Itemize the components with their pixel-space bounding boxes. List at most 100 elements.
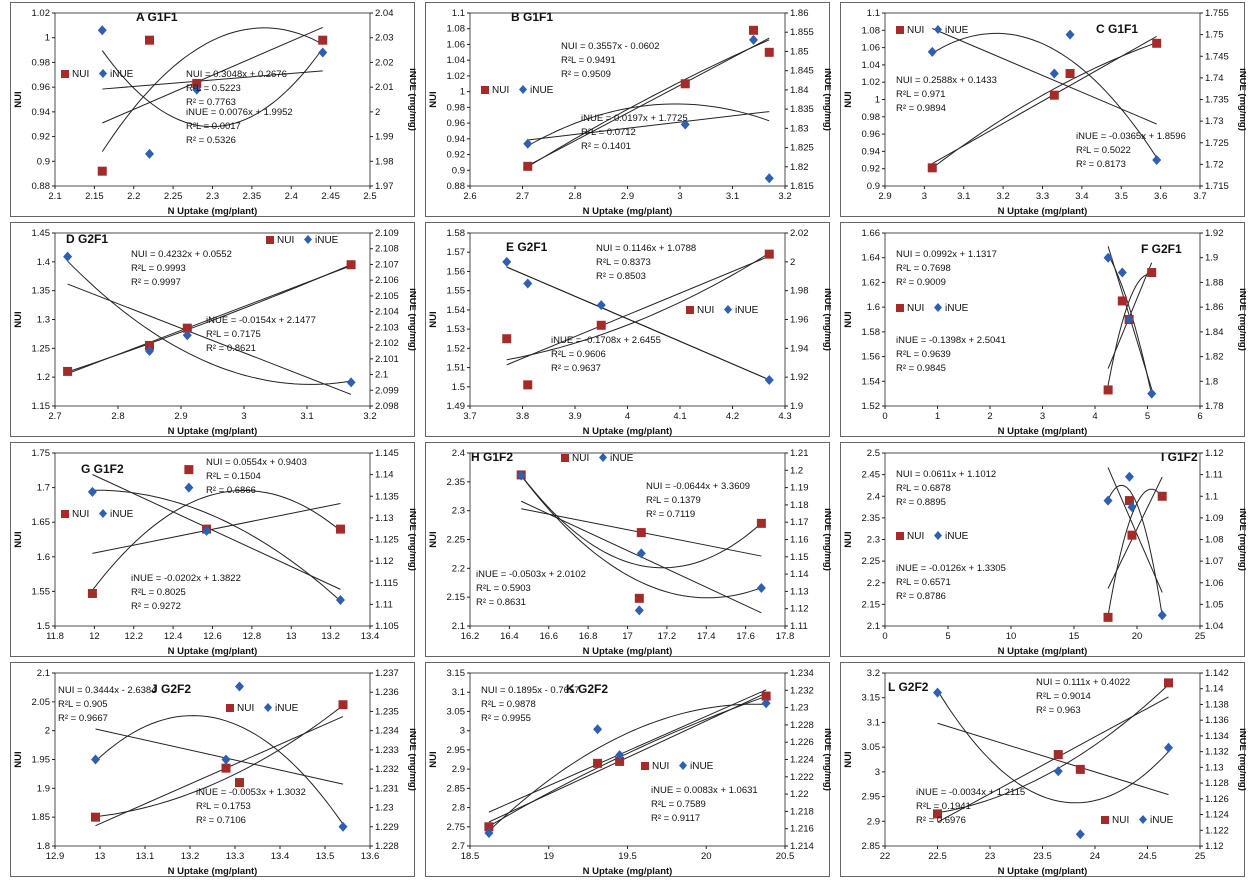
y-tick-label: 1.51 [447, 363, 466, 374]
chart-title: A G1F1 [136, 10, 178, 24]
y2-tick-label: 1.222 [790, 772, 814, 783]
nui-point [1164, 678, 1173, 688]
y-tick-label: 0.98 [862, 112, 881, 123]
chart-panel: 12.9 13 13.1 13.2 13.3 13.4 13.5 13.6 1.8 1.85 1.9… [10, 662, 416, 877]
x-tick-label: 10 [1006, 631, 1017, 642]
regression-equation: R² = 0.6866 [206, 485, 256, 496]
inue-point [1124, 471, 1134, 482]
y-tick-label: 1.8 [37, 841, 50, 852]
regression-equation: R²L = 0.7698 [896, 263, 951, 274]
y-tick-label: 3.15 [447, 668, 466, 679]
y2-axis-label: iNUE (mg/mg) [822, 508, 831, 571]
y2-tick-label: 1.12 [375, 556, 394, 567]
regression-equation: R²L = 0.971 [896, 89, 946, 100]
chart-title: J G2F2 [151, 682, 191, 696]
chart-panel: 2.7 2.8 2.9 3 3.1 3.2 1.15 1.2 1.25 1.3 1.35 1.4 1.4… [10, 222, 416, 437]
chart-title: G G1F2 [81, 462, 124, 476]
x-tick-label: 16.8 [579, 631, 598, 642]
x-tick-label: 13.5 [316, 851, 335, 862]
chart-svg: 18.5 19 19.5 20 20.5 2.7 2.75 2.8 2.85 2.9 2.95 3 3.… [428, 668, 831, 877]
inue-point [1157, 610, 1167, 621]
nui-point [346, 260, 356, 270]
inue-point [502, 256, 512, 267]
chart-title: I G1F2 [1161, 450, 1198, 464]
legend-inue-marker [599, 453, 607, 462]
y-tick-label: 1.35 [32, 286, 51, 297]
regression-equation: R² = 0.1401 [581, 141, 631, 152]
x-tick-label: 15 [1069, 631, 1080, 642]
y2-tick-label: 1.224 [790, 755, 814, 766]
y2-tick-label: 2.02 [790, 228, 809, 239]
y-tick-label: 1 [875, 95, 880, 106]
x-tick-label: 2.35 [243, 191, 262, 202]
y-axis-label: NUI [428, 91, 439, 107]
nui-point [1124, 496, 1134, 506]
nui-linear-fit [937, 696, 1169, 823]
x-tick-label: 13.2 [181, 851, 200, 862]
y-axis-label: NUI [428, 531, 439, 547]
y2-tick-label: 1.92 [790, 372, 809, 383]
y2-tick-label: 1.21 [790, 448, 809, 459]
inue-point [235, 681, 244, 692]
y2-tick-label: 2.101 [375, 354, 399, 365]
y-tick-label: 2.1 [37, 668, 50, 679]
x-axis-label: N Uptake (mg/plant) [998, 426, 1088, 437]
y2-tick-label: 1.132 [1205, 747, 1229, 758]
y-axis-label: NUI [843, 751, 854, 767]
inue-point [318, 47, 328, 58]
y2-tick-label: 1.04 [1205, 621, 1224, 632]
y-tick-label: 0.9 [37, 156, 50, 167]
y-tick-label: 1.57 [447, 247, 466, 258]
regression-equation: R²L = 0.1753 [196, 801, 251, 812]
nui-linear-fit [92, 502, 341, 554]
x-tick-label: 11.8 [46, 631, 64, 642]
legend-inue-marker [304, 235, 312, 244]
nui-point [235, 778, 244, 788]
y-tick-label: 1.66 [862, 228, 881, 239]
x-tick-label: 12.6 [203, 631, 222, 642]
chart-title: L G2F2 [888, 680, 929, 694]
y-tick-label: 1.02 [32, 8, 51, 19]
y2-tick-label: 1.12 [1205, 448, 1224, 459]
y2-tick-label: 1.84 [790, 85, 809, 96]
regression-equation: R² = 0.8895 [896, 497, 946, 508]
x-tick-label: 24 [1090, 851, 1101, 862]
legend-inue-marker [1139, 815, 1147, 824]
y2-tick-label: 1.08 [1205, 535, 1224, 546]
x-tick-label: 13.6 [361, 851, 380, 862]
regression-equation: NUI = 0.1895x - 0.7657 [481, 685, 580, 696]
y2-tick-label: 2.107 [375, 259, 399, 270]
regression-equation: iNUE = -0.0034x + 1.2115 [916, 787, 1025, 798]
y-tick-label: 0.9 [867, 181, 880, 192]
nui-point [182, 323, 192, 333]
x-tick-label: 5 [1145, 411, 1150, 422]
y2-tick-label: 2.01 [375, 82, 394, 93]
y-tick-label: 1.49 [447, 401, 466, 412]
y2-tick-label: 1.88 [1205, 277, 1224, 288]
chart-svg: 16.2 16.4 16.6 16.8 17 17.2 17.4 17.6 17.8 2.1 2.1… [428, 448, 831, 657]
y2-tick-label: 1.13 [1205, 762, 1224, 773]
legend-nui-marker [896, 26, 904, 34]
regression-equation: R²L = 0.8025 [131, 587, 186, 598]
x-tick-label: 20.5 [776, 851, 795, 862]
x-tick-label: 2.15 [85, 191, 104, 202]
y2-tick-label: 1.14 [375, 470, 394, 481]
y2-tick-label: 1.235 [375, 706, 399, 717]
y2-axis-label: iNUE (mg/mg) [822, 728, 831, 791]
legend-nui-label: NUI [572, 453, 589, 464]
y2-tick-label: 2.105 [375, 291, 399, 302]
y2-tick-label: 2.02 [375, 57, 394, 68]
inue-point [63, 251, 73, 262]
inue-point [145, 345, 154, 356]
nui-point [145, 35, 154, 45]
y-tick-label: 1.54 [447, 305, 466, 316]
y-tick-label: 1.85 [32, 812, 51, 823]
regression-equation: iNUE = 0.0076x + 1.9952 [186, 107, 293, 118]
chart-svg: 2.9 3 3.1 3.2 3.3 3.4 3.5 3.6 3.7 0.9 0.92 0.94 0.96… [843, 8, 1246, 217]
y-tick-label: 3.15 [862, 693, 881, 704]
inue-point [202, 525, 212, 536]
legend-nui-marker [561, 454, 569, 462]
regression-equation: R² = 0.6976 [916, 815, 966, 826]
chart-panel: 0 1 2 3 4 5 6 1.52 1.54 1.56 1.58 1.6 1.62 1.64 1.66 1.… [840, 222, 1246, 437]
regression-equation: R²L = 0.5022 [1076, 145, 1131, 156]
